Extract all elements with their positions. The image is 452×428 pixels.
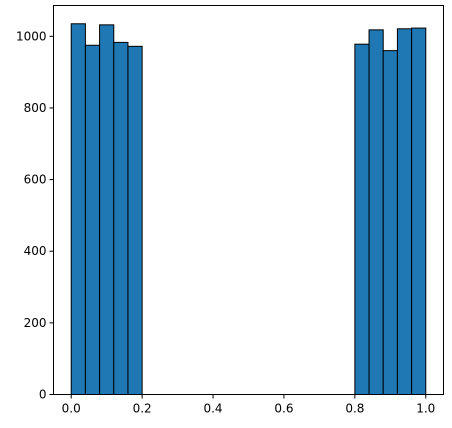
x-tick-label: 0.6 [274, 402, 293, 416]
histogram-bar-1 [84, 44, 101, 395]
y-tick-label: 0 [39, 388, 47, 402]
x-tick-label: 0.4 [203, 402, 222, 416]
histogram-bar-24 [411, 27, 427, 396]
histogram-bar-22 [382, 50, 398, 395]
y-tick-label: 600 [24, 173, 47, 187]
histogram-bar-2 [99, 24, 115, 396]
histogram-bar-3 [113, 41, 129, 396]
histogram-bar-4 [127, 45, 143, 395]
bars-group [70, 23, 427, 396]
x-tick-label: 1.0 [416, 402, 435, 416]
plot-frame [53, 5, 444, 395]
x-axis-ticks: 0.0 0.2 0.4 0.6 0.8 1.0 [62, 394, 435, 416]
y-tick-label: 200 [24, 316, 47, 330]
x-tick-label: 0.8 [345, 402, 364, 416]
histogram-bar-20 [354, 43, 370, 395]
y-axis-ticks: 0 200 400 600 800 1000 [16, 29, 54, 402]
y-tick-label: 1000 [16, 29, 47, 43]
x-tick-label: 0.2 [133, 402, 152, 416]
y-tick-label: 400 [24, 244, 47, 258]
histogram-bar-0 [70, 23, 86, 396]
x-tick-label: 0.0 [62, 402, 81, 416]
y-tick-label: 800 [24, 101, 47, 115]
histogram-bar-21 [368, 29, 384, 396]
histogram-bar-23 [396, 28, 413, 396]
